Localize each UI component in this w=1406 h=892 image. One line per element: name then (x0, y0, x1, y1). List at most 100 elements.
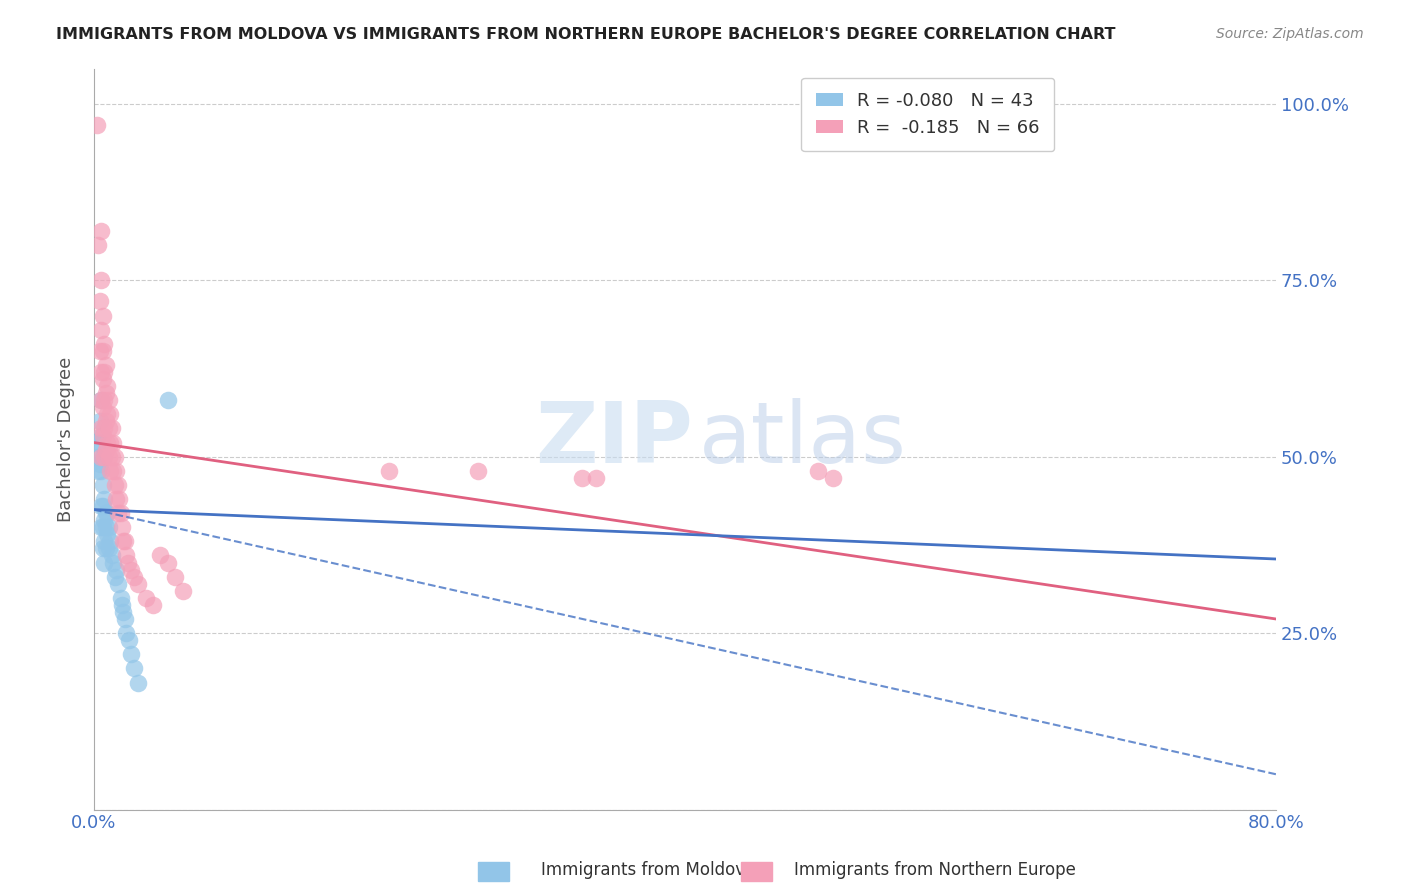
Point (585, 471, 607, 485)
Point (98, 534, 121, 549)
Point (101, 435, 124, 450)
Point (101, 556, 124, 570)
Legend: R = -0.080   N = 43, R =  -0.185   N = 66: R = -0.080 N = 43, R = -0.185 N = 66 (801, 78, 1054, 152)
Point (122, 661, 145, 675)
Point (91, 450, 114, 464)
Point (96, 527, 118, 541)
Point (149, 549, 172, 563)
Point (97, 450, 120, 464)
Point (87, 464, 110, 478)
Point (156, 393, 179, 408)
Point (87, 450, 110, 464)
Text: ZIP: ZIP (536, 398, 693, 481)
Point (135, 591, 157, 605)
Point (90, 224, 112, 238)
Point (97, 393, 120, 408)
Point (821, 471, 844, 485)
Point (107, 478, 129, 492)
Point (98, 407, 121, 421)
Point (98, 435, 121, 450)
Text: Immigrants from Northern Europe: Immigrants from Northern Europe (794, 861, 1076, 879)
Point (111, 520, 134, 534)
Point (108, 491, 131, 506)
Point (90, 421, 112, 435)
Point (89, 343, 111, 358)
Point (112, 534, 135, 549)
Point (114, 612, 136, 626)
Point (100, 450, 122, 464)
Text: IMMIGRANTS FROM MOLDOVA VS IMMIGRANTS FROM NORTHERN EUROPE BACHELOR'S DEGREE COR: IMMIGRANTS FROM MOLDOVA VS IMMIGRANTS FR… (56, 27, 1116, 42)
Point (89, 435, 111, 450)
Point (98, 464, 121, 478)
Point (93, 491, 115, 506)
Point (110, 591, 132, 605)
Point (94, 442, 117, 457)
Point (104, 450, 127, 464)
Point (114, 534, 136, 549)
Point (93, 513, 115, 527)
Point (93, 534, 115, 549)
Point (89, 414, 111, 428)
Point (110, 506, 132, 520)
Point (93, 556, 115, 570)
Point (93, 450, 115, 464)
Point (105, 464, 128, 478)
Text: atlas: atlas (699, 398, 907, 481)
Point (87, 238, 110, 252)
Point (117, 556, 139, 570)
Point (807, 464, 830, 478)
Point (91, 478, 114, 492)
Point (93, 336, 115, 351)
Point (86, 118, 108, 132)
Point (467, 464, 489, 478)
Point (89, 457, 111, 471)
Point (94, 520, 117, 534)
Point (90, 393, 112, 408)
Point (165, 569, 187, 583)
Point (86, 435, 108, 450)
Point (94, 506, 117, 520)
Point (100, 549, 122, 563)
Point (91, 428, 114, 442)
Point (94, 414, 117, 428)
Point (142, 598, 165, 612)
Point (94, 386, 117, 401)
Point (91, 541, 114, 556)
Point (127, 675, 149, 690)
Point (101, 464, 124, 478)
Point (90, 428, 112, 442)
Point (94, 358, 117, 372)
Point (90, 323, 112, 337)
Point (91, 499, 114, 513)
Text: Immigrants from Moldova: Immigrants from Moldova (541, 861, 755, 879)
Point (115, 626, 138, 640)
Point (91, 372, 114, 386)
Point (97, 520, 120, 534)
Point (97, 421, 120, 435)
Point (91, 401, 114, 415)
Point (91, 520, 114, 534)
Point (120, 647, 142, 661)
Point (104, 569, 127, 583)
Point (90, 273, 112, 287)
Point (96, 407, 118, 421)
Point (107, 576, 129, 591)
Point (571, 471, 593, 485)
Point (93, 421, 115, 435)
Point (156, 556, 179, 570)
Y-axis label: Bachelor's Degree: Bachelor's Degree (58, 357, 75, 522)
Text: Source: ZipAtlas.com: Source: ZipAtlas.com (1216, 27, 1364, 41)
Point (96, 506, 118, 520)
Point (96, 435, 118, 450)
Point (93, 393, 115, 408)
Point (90, 464, 112, 478)
Point (127, 576, 149, 591)
Point (107, 506, 129, 520)
Point (93, 365, 115, 379)
Point (91, 343, 114, 358)
Point (90, 393, 112, 408)
Point (90, 520, 112, 534)
Point (91, 309, 114, 323)
Point (118, 633, 141, 648)
Point (97, 541, 120, 556)
